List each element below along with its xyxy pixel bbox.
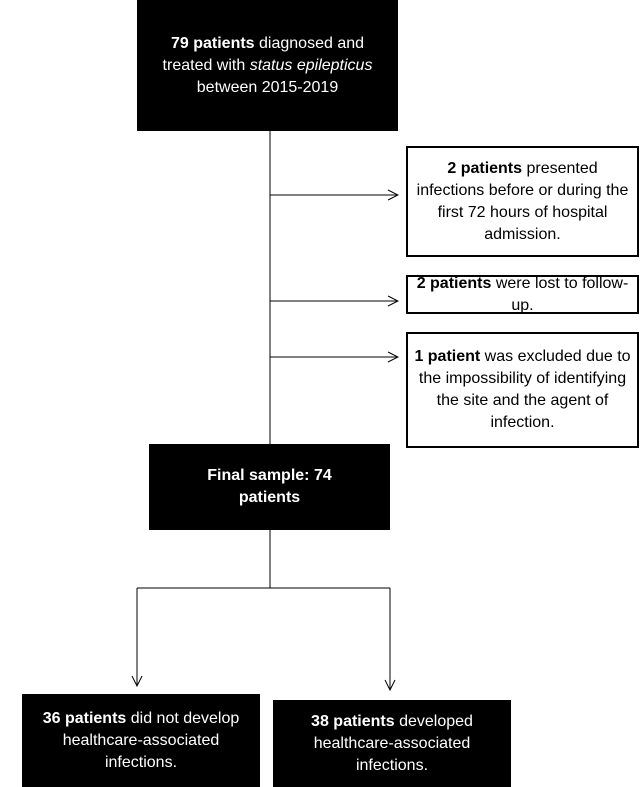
text-run: 79 patients — [170, 34, 255, 52]
node-text: 1 patient was excluded due to the imposs… — [414, 346, 631, 434]
sample-node: Final sample: 74 patients — [149, 444, 390, 530]
text-run: Final sample: 74 patients — [207, 467, 332, 506]
outcome-node: 38 patients developed healthcare-associa… — [273, 700, 511, 787]
node-text: 2 patients were lost to follow-up. — [414, 273, 631, 317]
text-run: 2 patients — [447, 159, 523, 177]
node-text: 38 patients developed healthcare-associa… — [287, 711, 497, 777]
text-run: presented infections before or during th… — [416, 159, 629, 243]
text-run: 38 patients — [311, 712, 395, 730]
text-run: was excluded due to the impossibility of… — [418, 348, 631, 431]
outcome-node: 36 patients did not develop healthcare-a… — [22, 694, 260, 787]
text-run: did not develop healthcare-associated in… — [62, 709, 240, 771]
start-node: 79 patients diagnosed and treated with s… — [137, 0, 398, 131]
exclusion-node: 2 patients were lost to follow-up. — [406, 275, 639, 314]
text-run: developed healthcare-associated infectio… — [313, 712, 473, 774]
text-run: status epilepticus — [249, 56, 373, 74]
text-run: 36 patients — [42, 709, 127, 727]
node-text: 2 patients presented infections before o… — [414, 158, 631, 246]
node-text: 36 patients did not develop healthcare-a… — [36, 708, 246, 774]
exclusion-node: 2 patients presented infections before o… — [406, 146, 639, 257]
text-run: 1 patient — [414, 348, 481, 365]
text-run: diagnosed and treated with — [162, 34, 365, 74]
text-run: 2 patients — [416, 274, 492, 292]
exclusion-node: 1 patient was excluded due to the imposs… — [406, 332, 639, 448]
text-run: between 2015-2019 — [196, 78, 339, 96]
node-text: 79 patients diagnosed and treated with s… — [155, 33, 380, 99]
text-run: were lost to follow-up. — [491, 274, 629, 314]
node-text: Final sample: 74 patients — [199, 465, 340, 509]
